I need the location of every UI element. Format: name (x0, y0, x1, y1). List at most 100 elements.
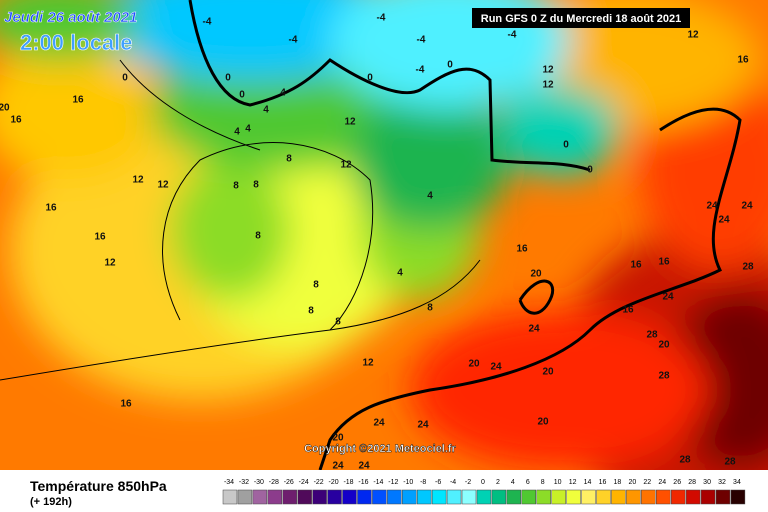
contour-label: 28 (679, 455, 691, 466)
scale-label: -24 (299, 479, 309, 486)
contour-label: 0 (447, 60, 453, 71)
contour-label: 12 (542, 65, 554, 76)
scale-label: -16 (358, 479, 368, 486)
scale-swatch (626, 489, 641, 505)
contour-label: 0 (367, 73, 373, 84)
contour-label: 24 (706, 201, 718, 212)
scale-swatch (387, 489, 402, 505)
scale-label: 0 (481, 479, 485, 486)
scale-swatch (252, 489, 268, 505)
contour-label: 24 (490, 362, 502, 373)
scale-swatch (342, 489, 357, 505)
contour-label: -4 (377, 13, 386, 24)
contour-label: 20 (468, 359, 480, 370)
contour-label: 12 (344, 117, 356, 128)
scale-label: -10 (403, 479, 413, 486)
contour-label: -4 (289, 35, 298, 46)
contour-label: 12 (157, 180, 169, 191)
contour-label: 16 (45, 203, 57, 214)
contour-label: 24 (373, 418, 385, 429)
contour-label: -4 (508, 30, 517, 41)
scale-label: -34 (224, 479, 234, 486)
scale-swatch (327, 489, 342, 505)
scale-label: 12 (569, 479, 577, 486)
contour-label: 28 (646, 330, 658, 341)
contour-label: 24 (718, 215, 730, 226)
scale-swatch (446, 489, 462, 505)
contour-label: 16 (658, 257, 670, 268)
scale-label: 4 (511, 479, 515, 486)
contour-label: 0 (122, 73, 128, 84)
contour-label: 16 (94, 232, 106, 243)
scale-swatch (297, 489, 312, 505)
scale-label: 34 (733, 479, 741, 486)
contour-label: 4 (397, 268, 403, 279)
scale-label: -28 (269, 479, 279, 486)
scale-label: 24 (658, 479, 666, 486)
scale-swatch (611, 489, 626, 505)
contour-label: 20 (332, 433, 344, 444)
scale-label: -26 (284, 479, 294, 486)
contour-label: 12 (104, 258, 116, 269)
scale-label: -12 (388, 479, 398, 486)
scale-label: -30 (254, 479, 264, 486)
scale-label: -14 (373, 479, 383, 486)
scale-label: 18 (614, 479, 622, 486)
contour-label: 4 (263, 105, 269, 116)
contour-label: 4 (234, 127, 240, 138)
contour-label: 12 (340, 160, 352, 171)
scale-label: 28 (688, 479, 696, 486)
scale-label: 10 (554, 479, 562, 486)
contour-label: 0 (563, 140, 569, 151)
scale-swatch (730, 489, 746, 505)
contour-label: 4 (245, 124, 251, 135)
scale-swatch (416, 489, 432, 505)
contour-label: 8 (286, 154, 292, 165)
contour-label: 24 (528, 324, 540, 335)
scale-label: -2 (465, 479, 471, 486)
date: Jeudi 26 août 2021 (4, 9, 137, 26)
scale-swatch (566, 489, 581, 505)
contour-label: 8 (253, 180, 259, 191)
field: Température 850hPa (30, 478, 167, 494)
contour-label: 8 (427, 303, 433, 314)
contour-label: -4 (416, 65, 425, 76)
contour-label: 8 (313, 280, 319, 291)
scale-label: -6 (435, 479, 441, 486)
scale-label: 30 (703, 479, 711, 486)
scale-swatch (357, 489, 372, 505)
scale-swatch (670, 489, 686, 505)
contour-label: 12 (542, 80, 554, 91)
scale-swatch (237, 489, 253, 505)
scale-swatch (536, 489, 551, 505)
scale-swatch (506, 489, 522, 505)
contour-label: 20 (537, 417, 549, 428)
scale-label: 14 (584, 479, 592, 486)
run: Run GFS 0 Z du Mercredi 18 août 2021 (481, 13, 682, 25)
scale-swatch (521, 489, 536, 505)
scale-label: 20 (628, 479, 636, 486)
contour-label: 28 (724, 457, 736, 468)
scale-swatch (700, 489, 716, 505)
contour-label: 16 (10, 115, 22, 126)
contour-label: 24 (741, 201, 753, 212)
scale-label: -18 (343, 479, 353, 486)
scale-swatch (596, 489, 611, 505)
contour-label: 8 (255, 231, 261, 242)
contour-label: 12 (362, 358, 374, 369)
contour-label: 8 (233, 181, 239, 192)
contour-label: 4 (280, 88, 286, 99)
scale-swatch (267, 489, 283, 505)
contour-label: 16 (72, 95, 84, 106)
contour-label: 16 (120, 399, 132, 410)
scale-label: -32 (239, 479, 249, 486)
contour-label: 4 (427, 191, 433, 202)
scale-swatch (312, 489, 327, 505)
scale-label: -4 (450, 479, 456, 486)
contour-label: 24 (417, 420, 429, 431)
scale-swatch (402, 489, 417, 505)
scale-swatch (222, 489, 238, 505)
